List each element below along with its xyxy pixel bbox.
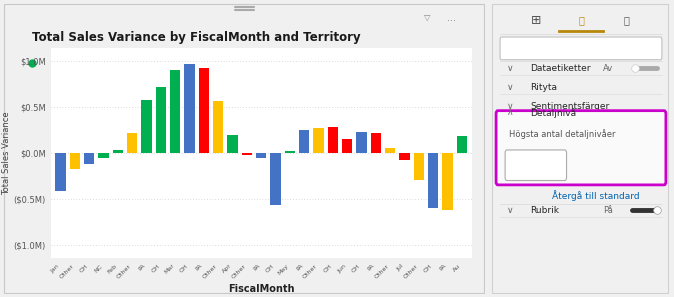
- Bar: [456, 136, 467, 153]
- FancyBboxPatch shape: [505, 150, 567, 181]
- Text: 🔍: 🔍: [623, 15, 629, 26]
- Text: 2: 2: [522, 160, 528, 170]
- Text: 🔍: 🔍: [517, 44, 522, 53]
- Bar: [199, 68, 209, 153]
- Text: Rubrik: Rubrik: [530, 206, 559, 215]
- Text: ▼: ▼: [553, 168, 558, 173]
- Text: ∨: ∨: [507, 64, 514, 73]
- Text: ▲: ▲: [553, 158, 558, 163]
- Bar: [414, 153, 424, 181]
- Text: På: På: [603, 206, 613, 215]
- Text: ⊞: ⊞: [530, 14, 541, 27]
- Text: Total: Total: [225, 58, 245, 67]
- Text: ∨: ∨: [507, 83, 514, 92]
- Text: Total Sales Variance by FiscalMonth and Territory: Total Sales Variance by FiscalMonth and …: [32, 31, 361, 44]
- Text: Sök: Sök: [536, 44, 552, 53]
- Bar: [98, 153, 109, 157]
- Text: ∨: ∨: [507, 206, 514, 215]
- Bar: [227, 135, 238, 153]
- Bar: [442, 153, 453, 210]
- Bar: [156, 87, 166, 153]
- Bar: [371, 133, 381, 153]
- Bar: [55, 153, 66, 192]
- FancyBboxPatch shape: [496, 111, 666, 185]
- Bar: [242, 153, 252, 155]
- Text: Återgå till standard: Återgå till standard: [551, 189, 639, 200]
- FancyBboxPatch shape: [500, 37, 662, 60]
- Text: 🖌: 🖌: [578, 15, 584, 26]
- Text: ▽: ▽: [424, 13, 431, 22]
- Text: ...: ...: [447, 12, 456, 23]
- Text: Sentimentsfärger: Sentimentsfärger: [530, 102, 610, 111]
- Bar: [299, 130, 309, 153]
- Bar: [284, 151, 295, 153]
- Text: ∨: ∨: [507, 102, 514, 111]
- Bar: [385, 148, 395, 153]
- Text: Rityta: Rityta: [530, 83, 557, 92]
- Text: Av: Av: [603, 64, 613, 73]
- Bar: [142, 100, 152, 153]
- Bar: [113, 150, 123, 153]
- Text: Other: Other: [312, 58, 336, 67]
- Bar: [399, 153, 410, 160]
- X-axis label: FiscalMonth: FiscalMonth: [228, 284, 295, 294]
- Y-axis label: Total Sales Variance: Total Sales Variance: [1, 111, 11, 195]
- Bar: [342, 139, 353, 153]
- Bar: [127, 133, 137, 153]
- Bar: [213, 101, 223, 153]
- Bar: [313, 128, 324, 153]
- Text: Högsta antal detaljnivåer: Högsta antal detaljnivåer: [509, 129, 615, 140]
- Bar: [256, 153, 266, 157]
- Bar: [170, 70, 181, 153]
- Text: Dataetiketter: Dataetiketter: [530, 64, 591, 73]
- Bar: [428, 153, 438, 208]
- Text: ∧: ∧: [507, 108, 514, 118]
- Bar: [328, 127, 338, 153]
- Text: Decrease: Decrease: [138, 58, 178, 67]
- Text: Detaljnivå: Detaljnivå: [530, 108, 576, 118]
- Bar: [84, 153, 94, 164]
- Bar: [185, 64, 195, 153]
- Text: Increase: Increase: [51, 58, 88, 67]
- Bar: [270, 153, 280, 205]
- Bar: [357, 132, 367, 153]
- Bar: [69, 153, 80, 170]
